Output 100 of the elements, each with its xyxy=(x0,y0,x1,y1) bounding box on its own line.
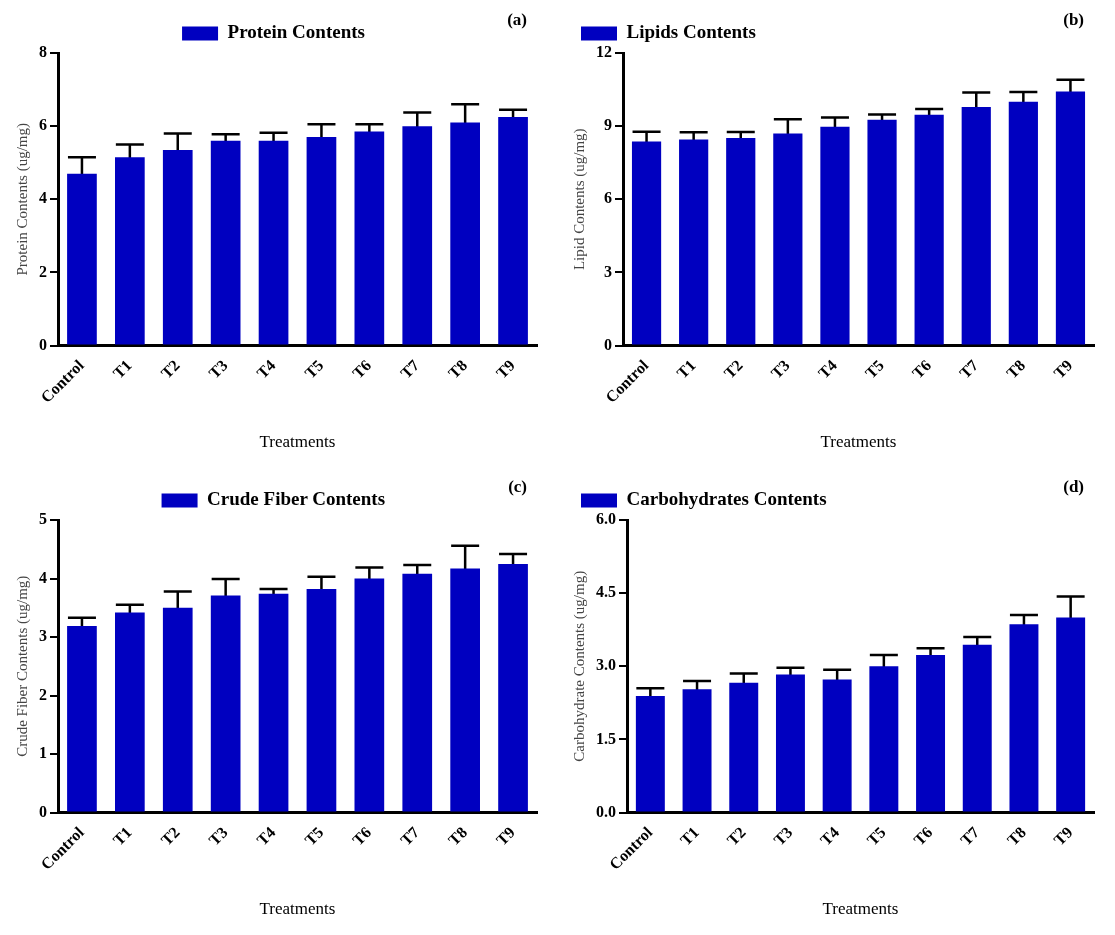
x-tick-label: T6 xyxy=(349,823,375,849)
bar xyxy=(498,116,528,345)
bar xyxy=(729,682,759,812)
x-tick-label: T6 xyxy=(349,356,375,382)
x-tick-label: T1 xyxy=(676,823,703,849)
bar xyxy=(1009,624,1039,812)
bar xyxy=(354,131,385,345)
x-tick-label: T4 xyxy=(253,823,279,849)
bar xyxy=(498,563,528,812)
x-axis-title: Treatments xyxy=(259,899,336,919)
x-tick-label: T9 xyxy=(1050,356,1076,382)
x-tick-label: T3 xyxy=(205,356,231,382)
bar xyxy=(258,593,289,812)
x-tick-label: T8 xyxy=(444,823,471,849)
y-axis-title: Carbohydrate Contents (ug/mg) xyxy=(570,570,588,762)
y-tick-label: 0 xyxy=(39,802,47,820)
bar xyxy=(1055,91,1086,345)
bar xyxy=(306,137,337,345)
x-tick-label: T3 xyxy=(205,823,231,849)
x-tick-label: T9 xyxy=(492,356,519,382)
bar xyxy=(67,173,97,345)
bar xyxy=(682,689,712,812)
x-tick-label: T3 xyxy=(770,823,796,849)
bar xyxy=(402,573,433,812)
x-tick-label: T1 xyxy=(109,823,135,849)
bar xyxy=(402,126,433,345)
y-tick-label: 9 xyxy=(604,116,612,134)
y-tick-label: 4 xyxy=(39,189,47,207)
bar xyxy=(773,133,803,345)
x-axis-title: Treatments xyxy=(820,432,897,452)
x-tick-label: T1 xyxy=(109,356,135,382)
y-axis-title: Lipid Contents (ug/mg) xyxy=(570,128,588,271)
text: (c) xyxy=(508,476,527,496)
y-tick-label: 0 xyxy=(604,335,612,353)
bar xyxy=(354,578,385,812)
bar xyxy=(914,114,944,345)
bar xyxy=(635,696,665,812)
bar xyxy=(869,666,899,812)
bar xyxy=(679,139,709,345)
x-tick-label: T2 xyxy=(720,356,746,382)
bar xyxy=(867,119,897,345)
bar xyxy=(450,122,480,345)
legend-label: Crude Fiber Contents xyxy=(207,488,386,510)
x-tick-label: T5 xyxy=(301,356,327,382)
text: (b) xyxy=(1063,9,1084,29)
bar xyxy=(258,140,289,345)
y-tick-label: 4.5 xyxy=(596,583,616,601)
bar xyxy=(820,126,850,345)
y-axis-title: Protein Contents (ug/mg) xyxy=(13,123,31,276)
y-tick-label: 3 xyxy=(604,262,612,280)
x-axis-title: Treatments xyxy=(259,432,336,452)
x-tick-label: T9 xyxy=(492,823,519,849)
bar xyxy=(162,607,193,812)
x-tick-label: T8 xyxy=(1003,356,1029,382)
text: (d) xyxy=(1063,476,1084,496)
bar xyxy=(1056,617,1086,812)
x-tick-label: T9 xyxy=(1050,823,1076,849)
y-tick-label: 3.0 xyxy=(596,656,616,674)
bar xyxy=(450,568,480,812)
y-tick-label: 3 xyxy=(39,627,47,645)
bar xyxy=(775,674,805,812)
x-tick-label: T8 xyxy=(444,356,471,382)
y-tick-label: 6.0 xyxy=(596,510,616,528)
x-tick-label: T7 xyxy=(956,356,982,382)
x-tick-label: T2 xyxy=(157,356,183,382)
y-tick-label: 1.5 xyxy=(596,729,616,747)
y-tick-label: 5 xyxy=(39,510,47,528)
bar xyxy=(210,140,241,345)
x-tick-label: T5 xyxy=(861,356,888,382)
bar xyxy=(822,679,852,812)
x-tick-label: T1 xyxy=(673,356,699,382)
y-tick-label: 0.0 xyxy=(596,802,616,820)
y-tick-label: 0 xyxy=(39,335,47,353)
bar xyxy=(115,612,145,812)
bar xyxy=(67,625,97,812)
x-tick-label: T4 xyxy=(816,823,843,849)
legend-label: Protein Contents xyxy=(227,21,365,43)
y-tick-label: 6 xyxy=(39,116,47,134)
bar xyxy=(631,141,662,345)
y-tick-label: 6 xyxy=(604,189,612,207)
text: (a) xyxy=(507,9,527,29)
y-tick-label: 12 xyxy=(596,43,612,61)
y-axis-title: Crude Fiber Contents (ug/mg) xyxy=(13,575,31,757)
x-tick-label: T5 xyxy=(301,823,327,849)
legend-label: Lipids Contents xyxy=(626,21,756,43)
bar xyxy=(162,149,193,345)
x-tick-label: T6 xyxy=(910,823,936,849)
x-axis-title: Treatments xyxy=(822,899,899,919)
y-tick-label: 4 xyxy=(39,568,47,586)
bar xyxy=(962,644,992,812)
x-tick-label: T4 xyxy=(253,356,279,382)
legend-label: Carbohydrates Contents xyxy=(626,488,827,510)
bar xyxy=(210,595,241,812)
bar xyxy=(1008,101,1038,345)
x-tick-label: T6 xyxy=(908,356,935,382)
bar xyxy=(916,655,946,812)
x-tick-label: T4 xyxy=(814,356,840,382)
y-tick-label: 2 xyxy=(39,685,47,703)
x-tick-label: T8 xyxy=(1003,823,1029,849)
bar xyxy=(961,107,991,345)
